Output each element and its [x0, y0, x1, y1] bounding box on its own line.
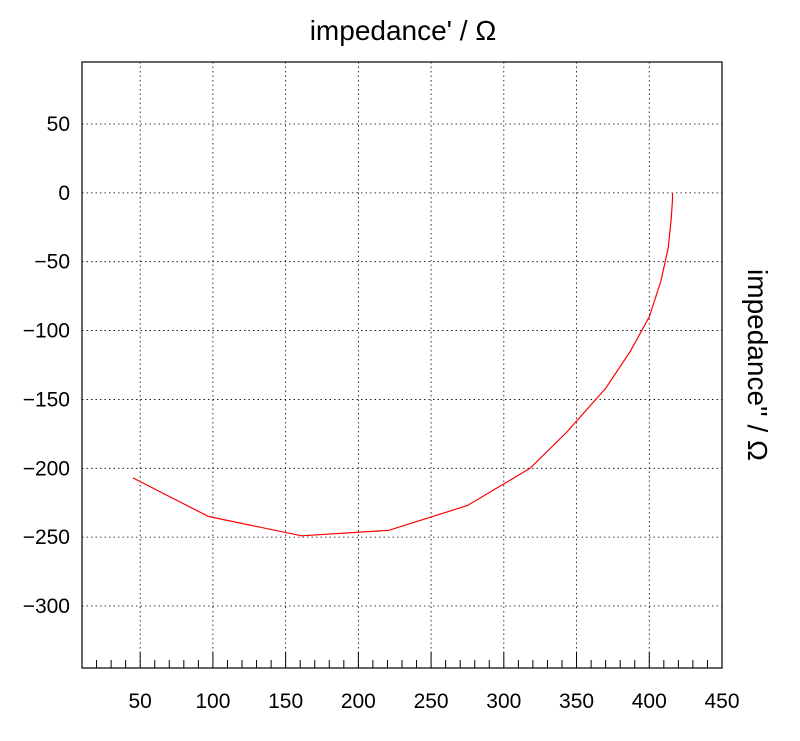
x-tick-label: 300: [486, 690, 521, 713]
y-tick-labels: 50 0 −50 −100 −150 −200 −250 −300: [23, 113, 70, 618]
y-tick-label: 50: [47, 113, 70, 136]
y-tick-label: −200: [23, 457, 70, 480]
y-tick-label: −250: [23, 526, 70, 549]
x-tick-label: 400: [632, 690, 667, 713]
x-tick-label: 150: [268, 690, 303, 713]
x-tick-label: 250: [414, 690, 449, 713]
grid: [82, 62, 723, 668]
x-tick-label: 350: [559, 690, 594, 713]
x-tick-label: 450: [704, 690, 739, 713]
minor-ticks: [81, 660, 708, 668]
x-tick-label: 200: [341, 690, 376, 713]
x-axis-title: impedance' / Ω: [310, 15, 497, 46]
y-tick-label: −50: [34, 251, 70, 274]
y-axis-title: impedance'' / Ω: [742, 269, 773, 461]
series-layer: [132, 192, 674, 537]
x-tick-label: 50: [129, 690, 152, 713]
y-tick-label: −150: [23, 388, 70, 411]
x-tick-labels: 50 100 150 200 250 300 350 400 450: [129, 690, 740, 713]
y-tick-label: 0: [58, 182, 70, 205]
x-tick-label: 100: [195, 690, 230, 713]
impedance-series-line: [132, 192, 674, 537]
y-tick-label: −100: [23, 320, 70, 343]
y-tick-label: −300: [23, 595, 70, 618]
major-ticks: [139, 652, 723, 668]
plot-frame: [81, 61, 723, 669]
